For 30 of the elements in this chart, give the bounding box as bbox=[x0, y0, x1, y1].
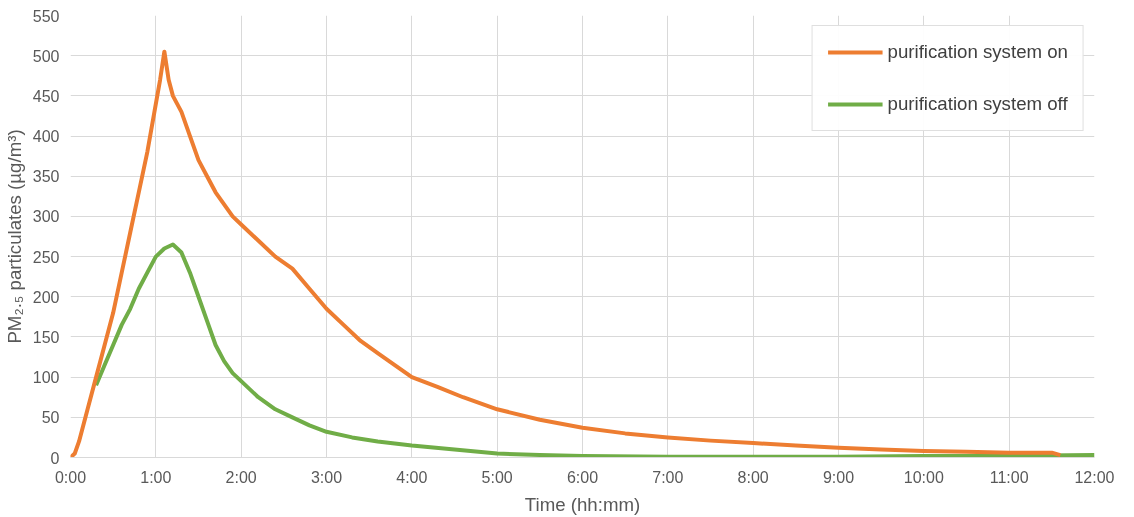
y-tick-label: 0 bbox=[50, 449, 60, 467]
y-axis-title: PM₂.₅ particulates (µg/m³) bbox=[3, 129, 25, 344]
x-tick-label: 9:00 bbox=[822, 468, 855, 486]
y-tick-label: 500 bbox=[32, 47, 60, 65]
line-series bbox=[94, 242, 1095, 458]
y-tick-label: 300 bbox=[32, 208, 60, 226]
y-tick-label: 400 bbox=[32, 128, 60, 146]
x-tick-label: 2:00 bbox=[225, 468, 257, 486]
x-tick-label: 12:00 bbox=[1074, 468, 1115, 486]
y-tick-label: 550 bbox=[32, 7, 60, 25]
x-tick-label: 10:00 bbox=[903, 468, 944, 486]
x-tick-label: 4:00 bbox=[396, 468, 428, 486]
x-tick-label: 7:00 bbox=[652, 468, 684, 486]
x-tick-label: 5:00 bbox=[481, 468, 513, 486]
x-tick-label: 8:00 bbox=[737, 468, 769, 486]
x-axis-title: Time (hh:mm) bbox=[524, 493, 641, 515]
y-tick-label: 250 bbox=[32, 248, 60, 266]
x-tick-label: 6:00 bbox=[566, 468, 599, 486]
x-tick-label: 3:00 bbox=[310, 468, 343, 486]
y-tick-label: 350 bbox=[32, 168, 60, 186]
y-tick-label: 200 bbox=[32, 288, 60, 306]
y-tick-label: 150 bbox=[32, 328, 60, 346]
y-tick-label: 100 bbox=[32, 369, 60, 387]
y-tick-label: 450 bbox=[32, 87, 60, 105]
legend-label: purification system off bbox=[887, 93, 1068, 115]
x-tick-label: 0:00 bbox=[54, 468, 87, 486]
y-tick-label: 50 bbox=[41, 409, 60, 427]
legend-label: purification system on bbox=[887, 41, 1068, 63]
x-tick-label: 11:00 bbox=[989, 468, 1029, 486]
x-tick-label: 1:00 bbox=[140, 468, 172, 486]
